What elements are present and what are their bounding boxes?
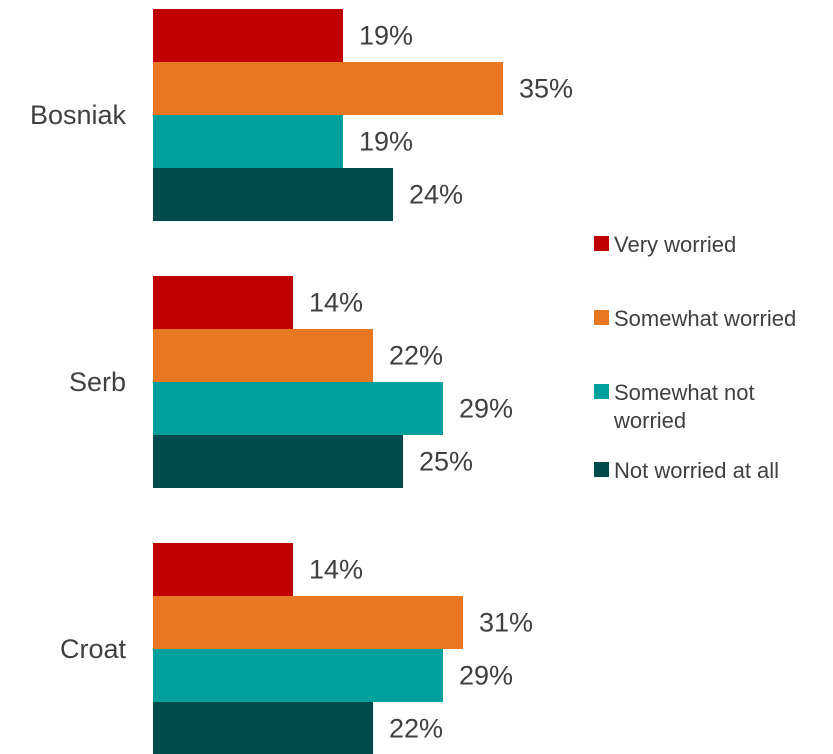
data-label: 14% <box>309 555 363 585</box>
data-label: 35% <box>519 74 573 104</box>
category-label: Croat <box>60 634 127 664</box>
legend: Very worried Somewhat worried Somewhat not… <box>594 232 796 483</box>
data-label: 19% <box>359 21 413 51</box>
bar-somewhat-worried <box>153 329 373 382</box>
legend-item: Very worried <box>594 232 736 257</box>
bar-group-bosniak: Bosniak 19% 35% 19% 24% <box>30 9 573 221</box>
legend-item: Not worried at all <box>594 458 779 483</box>
bar-not-worried-at-all <box>153 168 393 221</box>
bar-very-worried <box>153 543 293 596</box>
data-label: 22% <box>389 714 443 744</box>
data-label: 22% <box>389 341 443 371</box>
legend-label: Not worried at all <box>614 458 779 483</box>
bar-group-croat: Croat 14% 31% 29% 22% <box>60 543 533 754</box>
legend-swatch <box>594 236 609 251</box>
legend-label: Very worried <box>614 232 736 257</box>
bar-very-worried <box>153 9 343 62</box>
category-label: Serb <box>69 367 126 397</box>
legend-swatch <box>594 384 609 399</box>
data-label: 14% <box>309 288 363 318</box>
legend-label: Somewhat not worried <box>613 380 755 433</box>
legend-item: Somewhat worried <box>594 306 796 331</box>
bar-not-worried-at-all <box>153 435 403 488</box>
bar-somewhat-not-worried <box>153 649 443 702</box>
bar-group-serb: Serb 14% 22% 29% 25% <box>69 276 513 488</box>
bar-somewhat-not-worried <box>153 382 443 435</box>
data-label: 29% <box>459 394 513 424</box>
data-label: 25% <box>419 447 473 477</box>
legend-swatch <box>594 310 609 325</box>
data-label: 24% <box>409 180 463 210</box>
bar-somewhat-worried <box>153 62 503 115</box>
data-label: 29% <box>459 661 513 691</box>
bar-somewhat-worried <box>153 596 463 649</box>
bar-groups: Bosniak 19% 35% 19% 24% Serb 14% 22% 29% 25% Croat… <box>30 9 573 754</box>
bar-not-worried-at-all <box>153 702 373 754</box>
bar-very-worried <box>153 276 293 329</box>
category-label: Bosniak <box>30 100 127 130</box>
data-label: 19% <box>359 127 413 157</box>
legend-label: Somewhat worried <box>614 306 796 331</box>
legend-swatch <box>594 462 609 477</box>
data-label: 31% <box>479 608 533 638</box>
bar-somewhat-not-worried <box>153 115 343 168</box>
legend-item: Somewhat not worried <box>594 380 755 433</box>
